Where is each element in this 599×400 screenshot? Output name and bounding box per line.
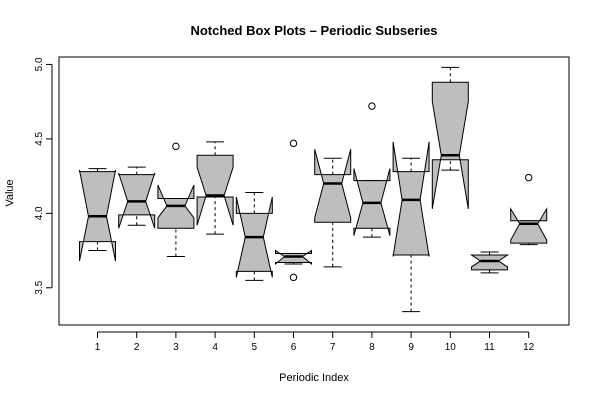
x-tick-label: 8 xyxy=(369,342,375,353)
y-axis: 3.5 4.0 4.5 5.0 xyxy=(34,57,53,295)
box-11 xyxy=(469,251,510,274)
outlier-point xyxy=(289,139,298,148)
y-tick-label: 4.5 xyxy=(34,132,45,146)
outlier-point xyxy=(289,273,298,282)
box-9 xyxy=(392,141,430,313)
box-2 xyxy=(118,166,156,229)
box-12 xyxy=(510,173,548,246)
plot-frame xyxy=(58,56,570,326)
outlier-point xyxy=(368,102,376,110)
box-body xyxy=(196,154,234,226)
x-tick-label: 9 xyxy=(408,342,414,353)
x-tick-label: 7 xyxy=(330,342,336,353)
y-axis-label: Value xyxy=(4,179,16,206)
y-tick-label: 5.0 xyxy=(34,57,45,71)
x-tick-label: 4 xyxy=(212,342,218,353)
boxes-group xyxy=(79,66,548,313)
x-tick-label: 12 xyxy=(523,342,535,353)
box-7 xyxy=(314,149,352,268)
box-body xyxy=(431,81,469,209)
chart-title: Notched Box Plots – Periodic Subseries xyxy=(190,23,437,38)
box-1 xyxy=(79,168,116,262)
box-4 xyxy=(196,141,234,235)
box-3 xyxy=(157,142,195,258)
x-axis: 1 2 3 4 5 6 7 8 9 10 11 12 xyxy=(95,331,535,353)
box-body xyxy=(314,149,352,223)
box-body xyxy=(469,254,510,271)
outlier-point xyxy=(172,142,180,151)
box-10 xyxy=(431,66,469,209)
x-tick-label: 6 xyxy=(291,342,297,353)
x-tick-label: 2 xyxy=(134,342,140,353)
outlier-point xyxy=(525,173,533,182)
y-tick-label: 4.0 xyxy=(34,206,45,220)
box-8 xyxy=(353,102,391,238)
box-6 xyxy=(275,139,312,282)
x-axis-label: Periodic Index xyxy=(279,372,349,384)
box-body xyxy=(510,207,548,244)
box-5 xyxy=(235,191,273,281)
x-tick-label: 11 xyxy=(484,342,495,353)
x-tick-label: 10 xyxy=(445,342,457,353)
x-tick-label: 5 xyxy=(252,342,258,353)
x-tick-label: 3 xyxy=(173,342,179,353)
y-tick-label: 3.5 xyxy=(34,280,45,294)
x-tick-label: 1 xyxy=(95,342,101,353)
